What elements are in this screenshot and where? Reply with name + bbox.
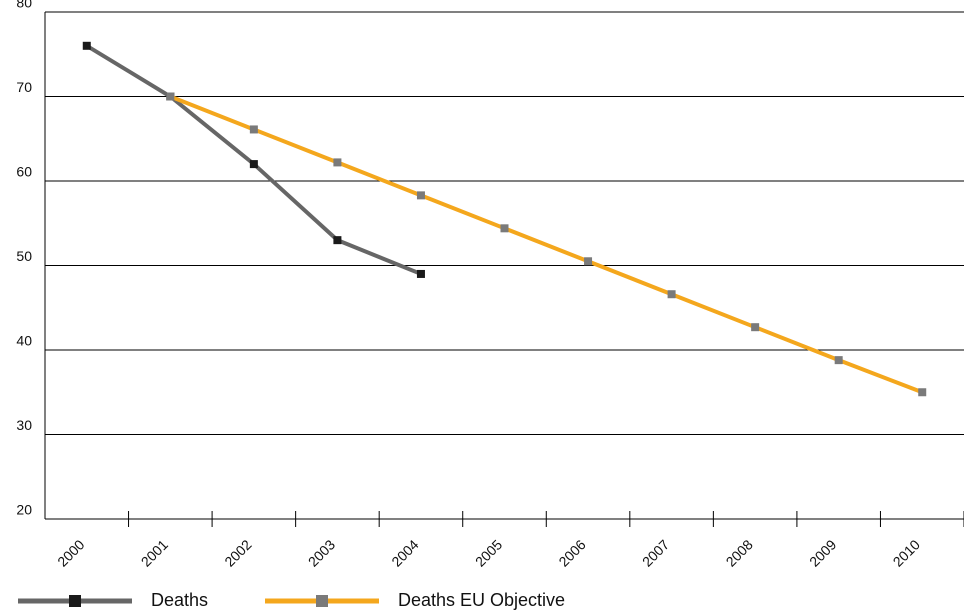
x-tick-label: 2008 xyxy=(723,536,756,569)
x-tick-label: 2002 xyxy=(221,536,254,569)
x-tick-label: 2000 xyxy=(54,536,87,569)
point-marker xyxy=(82,41,91,50)
legend-label: Deaths EU Objective xyxy=(398,590,565,610)
y-tick-label: 80 xyxy=(16,0,32,11)
x-tick-label: 2009 xyxy=(806,536,839,569)
point-marker xyxy=(416,191,425,200)
point-marker xyxy=(333,236,342,245)
y-tick-label: 70 xyxy=(16,79,32,95)
series-line xyxy=(169,94,923,395)
x-tick-label: 2005 xyxy=(472,536,505,569)
y-tick-label: 30 xyxy=(16,417,32,433)
legend-label: Deaths xyxy=(151,590,208,610)
x-tick-label: 2007 xyxy=(639,536,672,569)
point-marker xyxy=(500,224,509,233)
legend: Deaths Deaths EU Objective xyxy=(18,590,565,610)
legend-marker xyxy=(69,595,81,607)
point-marker xyxy=(918,388,927,397)
x-tick-label: 2003 xyxy=(305,536,338,569)
point-marker xyxy=(667,290,676,299)
point-marker xyxy=(584,257,593,266)
x-tick-label: 2010 xyxy=(890,536,923,569)
point-marker xyxy=(834,356,843,365)
point-marker xyxy=(249,160,258,169)
point-marker xyxy=(166,92,175,101)
y-tick-label: 40 xyxy=(16,333,32,349)
x-tick-label: 2001 xyxy=(138,536,171,569)
series-line xyxy=(85,44,422,276)
point-marker xyxy=(751,323,760,332)
y-tick-label: 20 xyxy=(16,502,32,518)
point-marker xyxy=(249,125,258,134)
point-marker xyxy=(416,269,425,278)
x-tick-label: 2006 xyxy=(555,536,588,569)
legend-marker xyxy=(316,595,328,607)
y-tick-label: 60 xyxy=(16,164,32,180)
y-tick-label: 50 xyxy=(16,248,32,264)
point-marker xyxy=(333,158,342,167)
x-tick-label: 2004 xyxy=(388,536,421,569)
